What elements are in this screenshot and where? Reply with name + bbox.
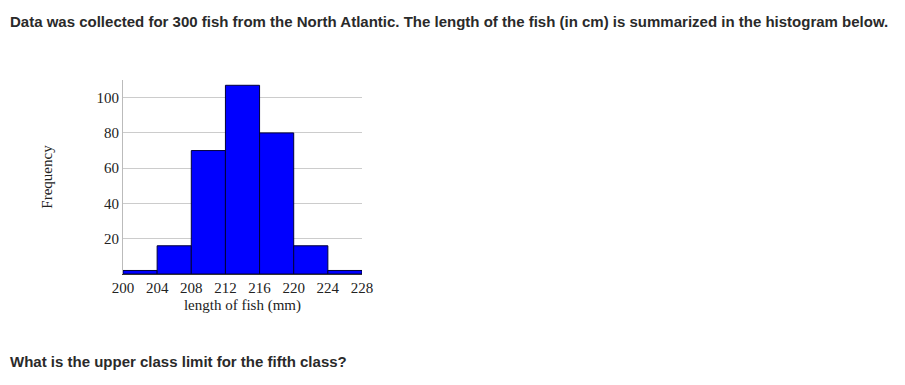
svg-text:length of fish (mm): length of fish (mm) — [184, 297, 301, 314]
svg-text:228: 228 — [351, 280, 374, 296]
svg-text:40: 40 — [104, 196, 119, 212]
svg-text:60: 60 — [104, 160, 119, 176]
svg-text:212: 212 — [214, 280, 237, 296]
svg-text:200: 200 — [112, 280, 135, 296]
svg-text:204: 204 — [146, 280, 169, 296]
svg-text:80: 80 — [104, 125, 119, 141]
svg-text:220: 220 — [282, 280, 305, 296]
svg-text:224: 224 — [317, 280, 340, 296]
html-text:What is the upper class limit: What is the upper class limit for the fi… — [10, 353, 347, 370]
html-text:Data was collected for 300 fis: Data was collected for 300 fish from the… — [10, 13, 889, 30]
svg-text:Frequency: Frequency — [39, 145, 55, 209]
svg-text:100: 100 — [97, 90, 120, 106]
svg-text:20: 20 — [104, 231, 119, 247]
svg-text:216: 216 — [248, 280, 271, 296]
svg-text:208: 208 — [180, 280, 203, 296]
